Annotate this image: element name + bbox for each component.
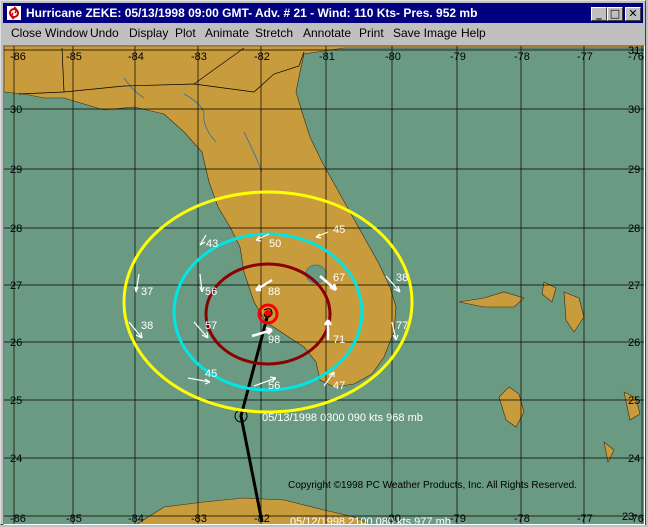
- wind-speed-label: 45: [333, 224, 345, 236]
- maximize-button[interactable]: □: [607, 7, 623, 21]
- map-view[interactable]: -86 -85 -84 -83 -82 -81 -80 -79 -78 -77 …: [3, 45, 645, 525]
- wind-speed-label: 38: [396, 272, 408, 284]
- title-bar[interactable]: Hurricane ZEKE: 05/13/1998 09:00 GMT- Ad…: [3, 3, 643, 23]
- menu-annotate[interactable]: Annotate: [303, 26, 352, 40]
- bahamas-island: [458, 291, 525, 308]
- lon-label: -80: [385, 51, 401, 63]
- lat-label: 29: [10, 164, 22, 176]
- lat-label: 29: [628, 164, 640, 176]
- menu-save-image[interactable]: Save Image: [393, 26, 458, 40]
- lon-label: -85: [66, 513, 82, 525]
- lon-label: -77: [577, 513, 593, 525]
- bahamas-island: [563, 291, 585, 333]
- lon-label: -77: [577, 51, 593, 63]
- bahamas-island: [498, 386, 525, 428]
- wind-speed-label: 88: [268, 286, 280, 298]
- maximize-icon: □: [609, 7, 621, 20]
- florida-landmass: [4, 46, 644, 388]
- lat-lon-grid: [4, 46, 644, 524]
- storm-map: -86 -85 -84 -83 -82 -81 -80 -79 -78 -77 …: [4, 46, 644, 525]
- track-line: [239, 313, 270, 523]
- lat-label: 30: [10, 104, 22, 116]
- wind-arrows: [128, 231, 401, 387]
- close-button[interactable]: ✕: [625, 7, 641, 21]
- menu-plot[interactable]: Plot: [175, 26, 196, 40]
- lat-label: 24: [10, 453, 22, 465]
- latitude-labels-left: 30 29 28 27 26 25 24: [10, 104, 22, 465]
- wind-speed-label: 50: [269, 238, 281, 250]
- lon-label: -86: [10, 51, 26, 63]
- menu-bar: Close Window Undo Display Plot Animate S…: [3, 23, 643, 43]
- lon-label: -84: [128, 51, 144, 63]
- bahamas-island: [541, 281, 557, 303]
- outer-wind-ring: [122, 190, 414, 414]
- wind-speed-label: 56: [205, 286, 217, 298]
- track-point-label: 05/12/1998 2100 080 kts 977 mb: [290, 516, 451, 525]
- wind-speed-label: 47: [333, 380, 345, 392]
- hurricane-eye-icon: [257, 303, 279, 325]
- lat-label: 24: [628, 453, 640, 465]
- wind-speed-label: 71: [333, 334, 345, 346]
- menu-animate[interactable]: Animate: [205, 26, 250, 40]
- latitude-labels-right: 31 30 29 28 27 26 25 24 23: [622, 46, 640, 523]
- lat-label: 27: [10, 280, 22, 292]
- lat-label: 28: [10, 223, 22, 235]
- wind-speed-label: 57: [205, 320, 217, 332]
- lon-label: -82: [254, 51, 270, 63]
- menu-undo[interactable]: Undo: [90, 26, 119, 40]
- close-icon: ✕: [628, 7, 638, 20]
- wind-speed-label: 77: [396, 320, 408, 332]
- menu-stretch[interactable]: Stretch: [255, 26, 294, 40]
- lon-label: -83: [191, 513, 207, 525]
- lat-label: 30: [628, 104, 640, 116]
- bahamas-island: [623, 391, 641, 421]
- cuba-landmass: [136, 497, 371, 524]
- lat-label: 26: [628, 337, 640, 349]
- hurricane-app-icon: [7, 6, 21, 20]
- lat-label: 31: [628, 46, 640, 57]
- lon-label: -76: [628, 51, 644, 63]
- lat-label: 25: [628, 395, 640, 407]
- lon-label: -76: [628, 513, 644, 525]
- lon-label: -83: [191, 51, 207, 63]
- copyright-notice: Copyright ©1998 PC Weather Products, Inc…: [288, 480, 577, 491]
- wind-speed-label: 37: [141, 286, 153, 298]
- bahamas-island: [603, 441, 615, 463]
- wind-speed-label: 38: [141, 320, 153, 332]
- lon-label: -86: [10, 513, 26, 525]
- wind-speed-label: 98: [268, 334, 280, 346]
- wind-speed-label: 43: [206, 238, 218, 250]
- menu-display[interactable]: Display: [129, 26, 169, 40]
- wind-speed-label: 67: [333, 272, 345, 284]
- wind-speed-label: 45: [205, 368, 217, 380]
- state-borders: [18, 47, 305, 95]
- lat-label: 28: [628, 223, 640, 235]
- lon-label: -84: [128, 513, 144, 525]
- menu-help[interactable]: Help: [461, 26, 486, 40]
- longitude-labels-top: -86 -85 -84 -83 -82 -81 -80 -79 -78 -77 …: [10, 51, 644, 63]
- menu-print[interactable]: Print: [359, 26, 384, 40]
- land-masses: [4, 46, 644, 524]
- inner-wind-ring: [204, 262, 332, 366]
- lat-label: 25: [10, 395, 22, 407]
- lat-label: 23: [622, 511, 634, 523]
- lon-label: -78: [514, 51, 530, 63]
- lon-label: -79: [450, 513, 466, 525]
- window-title: Hurricane ZEKE: 05/13/1998 09:00 GMT- Ad…: [26, 6, 478, 20]
- track-point-label: 05/13/1998 0300 090 kts 968 mb: [262, 412, 423, 424]
- lat-label: 27: [628, 280, 640, 292]
- menu-close-window[interactable]: Close Window: [11, 26, 88, 40]
- lon-label: -81: [319, 51, 335, 63]
- wind-speed-label: 56: [268, 380, 280, 392]
- lon-label: -85: [66, 51, 82, 63]
- minimize-button[interactable]: _: [591, 7, 607, 21]
- minimize-icon: _: [596, 7, 602, 20]
- wind-observation-labels: 43 50 45 37 56 88 67 38 38 57 71 77 98 4…: [141, 224, 408, 392]
- lon-label: -79: [450, 51, 466, 63]
- lon-label: -78: [514, 513, 530, 525]
- lat-label: 26: [10, 337, 22, 349]
- lon-label: -80: [385, 513, 401, 525]
